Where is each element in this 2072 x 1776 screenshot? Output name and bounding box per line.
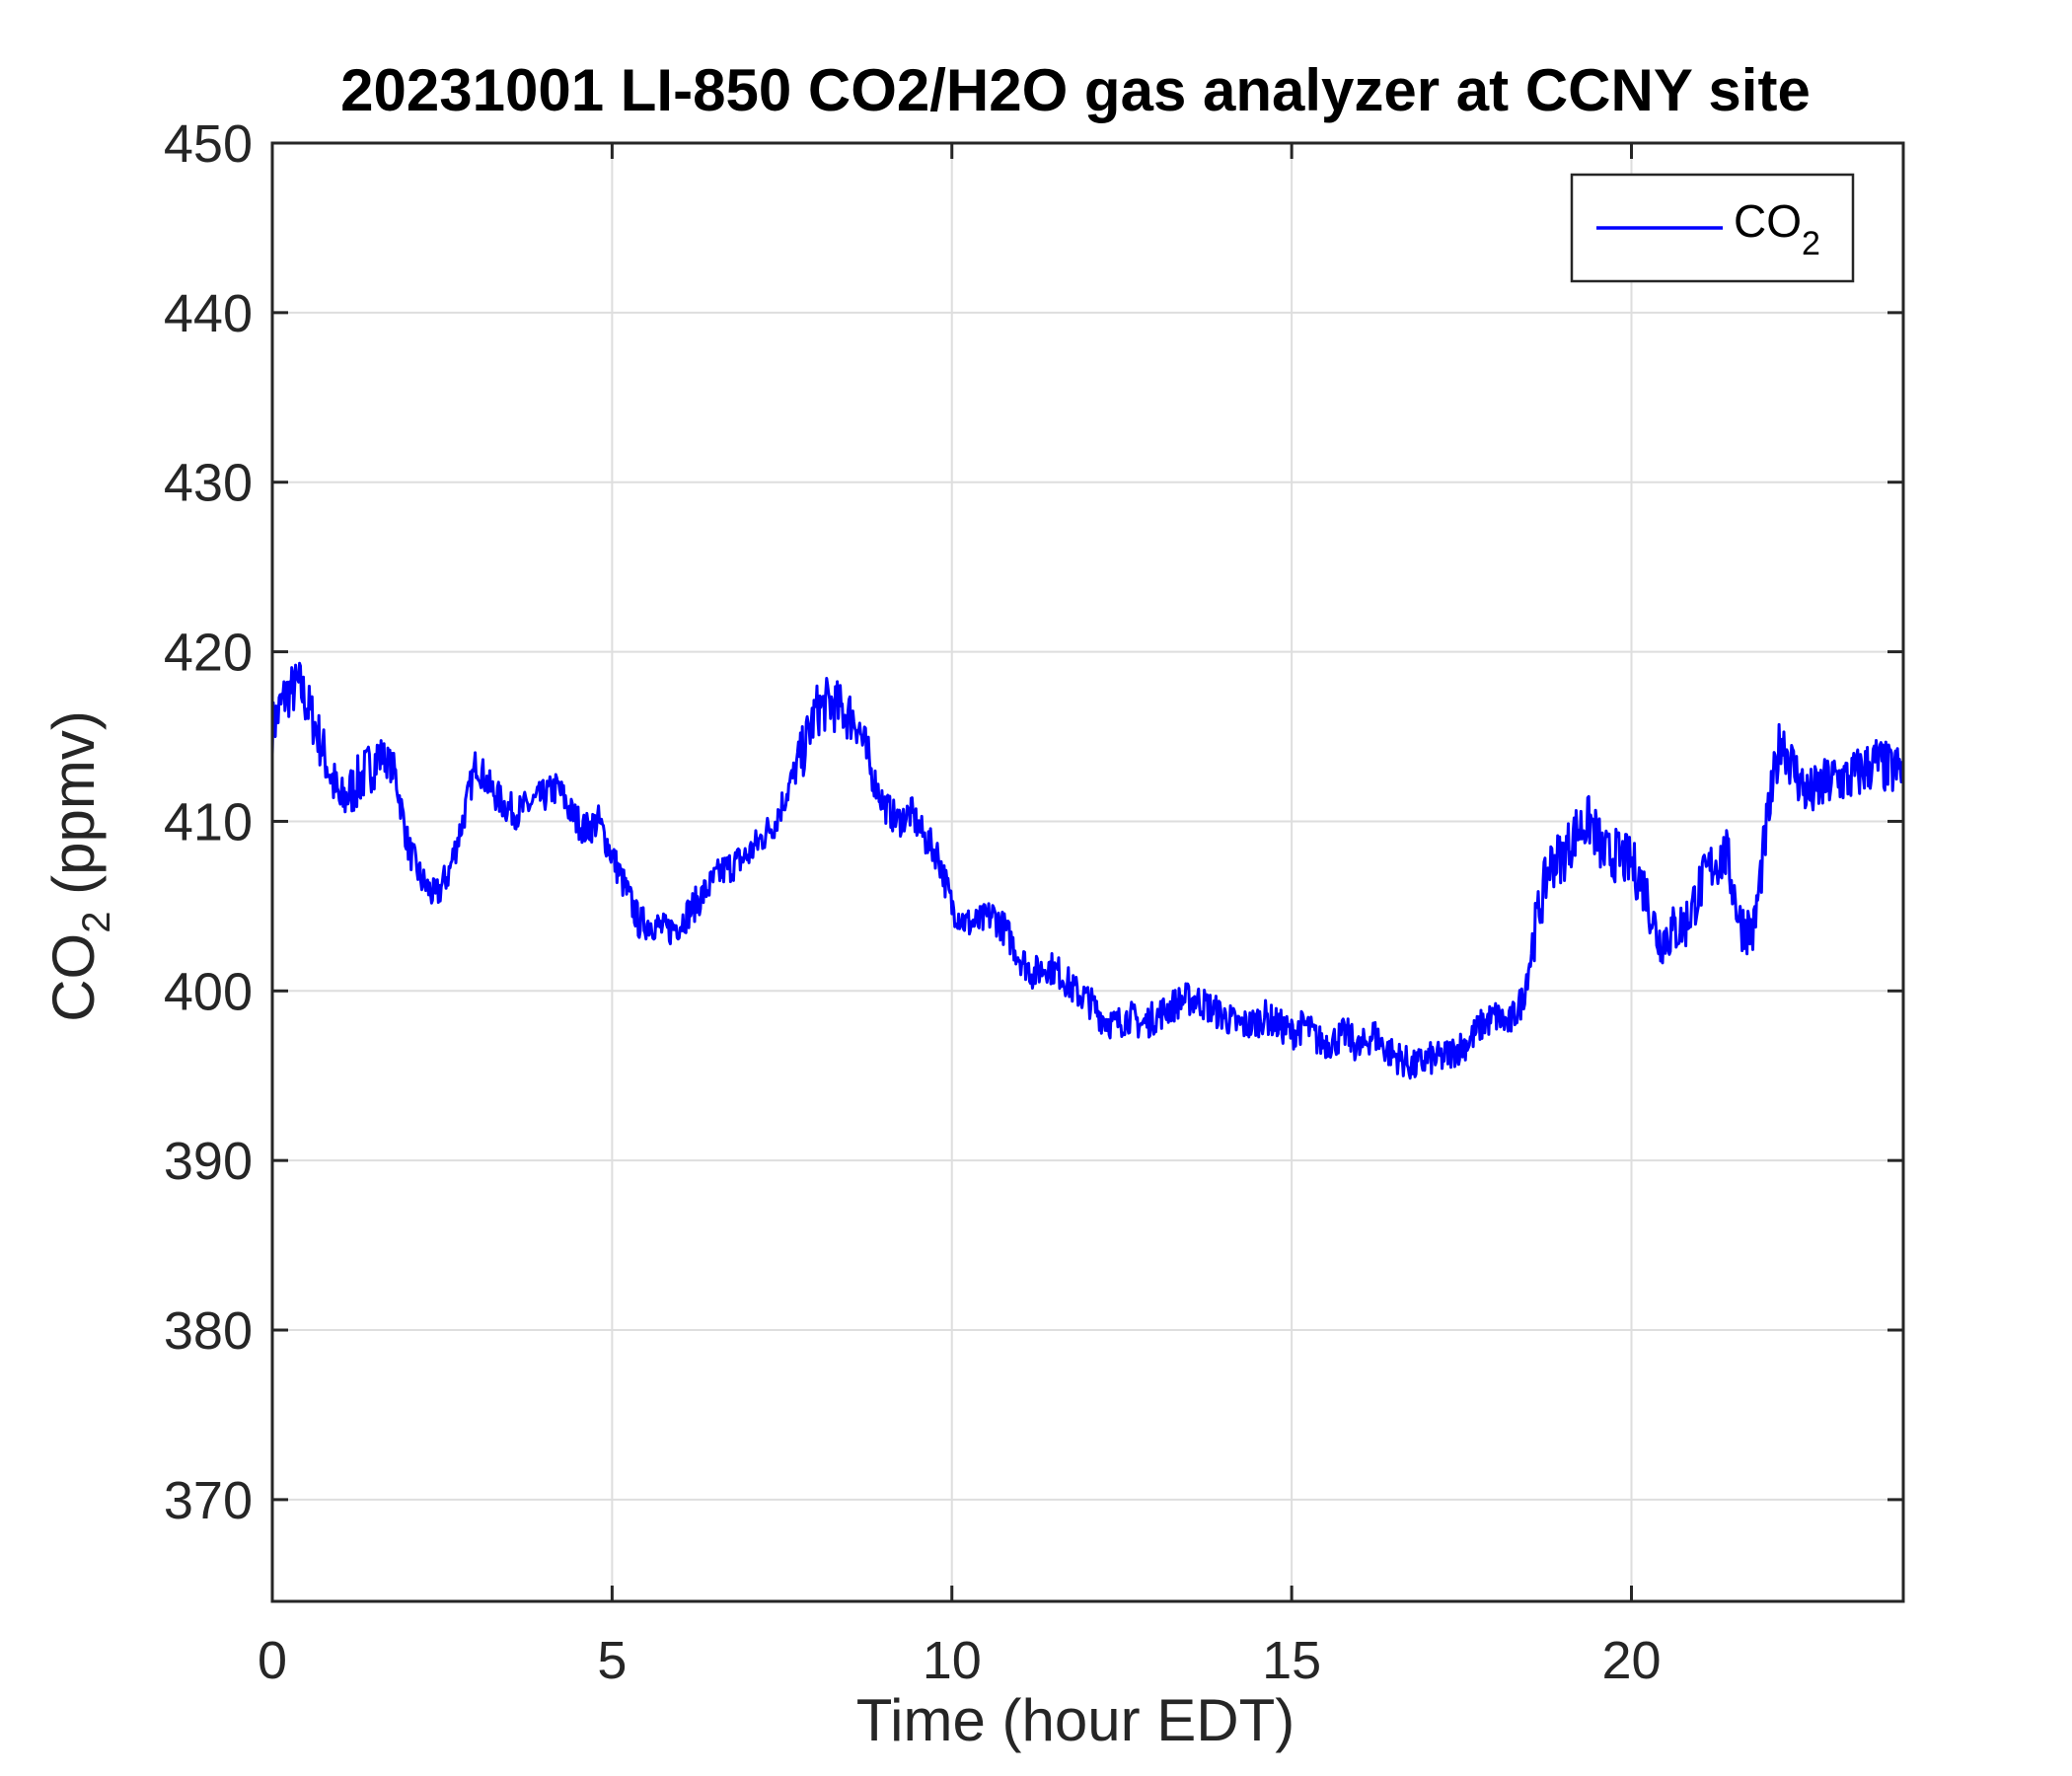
y-axis-ticks: 370 380 390 400 410 420 430 440 450	[164, 114, 1903, 1530]
y-axis-label: CO2 (ppmv)	[40, 710, 118, 1022]
axes-frame	[270, 141, 1905, 1603]
x-tick-label: 15	[1262, 1631, 1321, 1690]
x-axis-label: Time (hour EDT)	[856, 1687, 1295, 1753]
y-tick-label: 380	[164, 1301, 253, 1361]
legend-entry-co2: CO2	[1734, 195, 1820, 262]
y-tick-label: 410	[164, 792, 253, 851]
series-line-co2	[270, 661, 1905, 1080]
plot-area	[270, 661, 1905, 1080]
y-tick-label: 390	[164, 1132, 253, 1191]
x-tick-label: 0	[258, 1631, 287, 1690]
legend-entry-main: CO	[1734, 195, 1802, 247]
legend-entry-subscript: 2	[1802, 225, 1820, 262]
y-axis-label-subscript: 2	[75, 912, 118, 933]
y-axis-label-unit: (ppmv)	[40, 710, 107, 911]
x-axis-ticks: 0 5 10 15 20	[258, 143, 1662, 1690]
y-tick-label: 400	[164, 962, 253, 1021]
x-tick-label: 20	[1601, 1631, 1661, 1690]
chart-title: 20231001 LI-850 CO2/H2O gas analyzer at …	[340, 57, 1811, 123]
y-tick-label: 430	[164, 454, 253, 513]
y-axis-label-main: CO	[40, 933, 107, 1022]
legend: CO2	[1570, 173, 1855, 283]
y-tick-label: 420	[164, 624, 253, 683]
x-tick-label: 10	[923, 1631, 982, 1690]
plot-frame	[270, 141, 1905, 1603]
y-tick-label: 450	[164, 114, 253, 174]
y-tick-label: 440	[164, 284, 253, 343]
y-tick-label: 370	[164, 1471, 253, 1530]
x-tick-label: 5	[597, 1631, 627, 1690]
